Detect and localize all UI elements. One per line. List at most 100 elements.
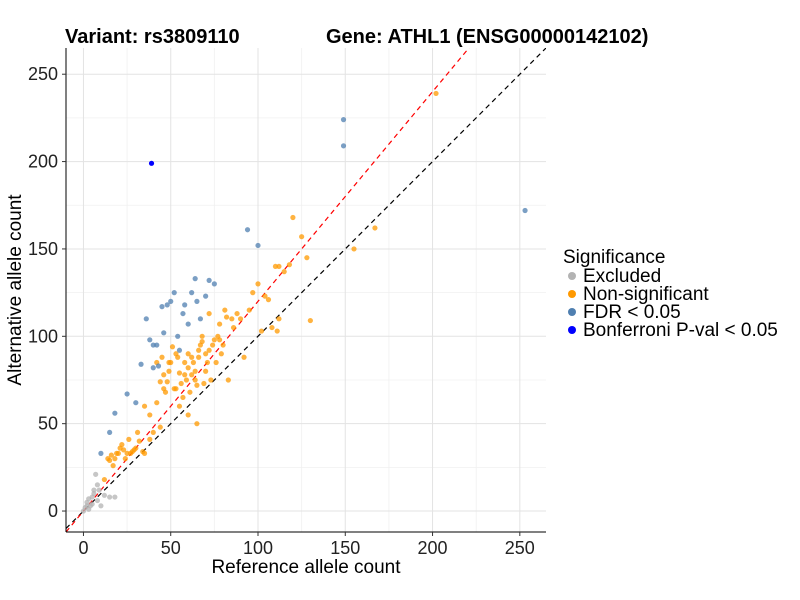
data-point-non-significant	[166, 359, 172, 366]
data-point-excluded	[112, 494, 118, 500]
y-tick-label: 250	[28, 64, 58, 84]
data-point-fdr-0-05	[150, 365, 156, 371]
data-point-fdr-0-05	[192, 276, 198, 282]
data-point-non-significant	[229, 316, 235, 322]
y-axis-title: Alternative allele count	[5, 194, 26, 386]
x-tick-label: 50	[161, 538, 181, 558]
data-point-fdr-0-05	[147, 337, 153, 343]
data-point-fdr-0-05	[150, 342, 156, 348]
data-point-fdr-0-05	[203, 293, 209, 299]
data-point-excluded	[107, 494, 113, 500]
data-point-non-significant	[304, 255, 310, 261]
data-point-non-significant	[150, 429, 156, 436]
data-point-excluded	[84, 503, 90, 509]
legend-label: FDR < 0.05	[583, 302, 681, 323]
data-point-non-significant	[175, 354, 181, 360]
data-point-non-significant	[192, 368, 198, 374]
data-point-non-significant	[222, 307, 228, 313]
data-point-non-significant	[290, 214, 296, 221]
reference-line-red	[66, 48, 470, 532]
data-point-fdr-0-05	[107, 429, 113, 436]
data-point-fdr-0-05	[255, 242, 261, 249]
data-point-excluded	[96, 487, 102, 493]
data-point-non-significant	[173, 386, 179, 392]
data-point-non-significant	[433, 90, 439, 97]
data-point-fdr-0-05	[185, 321, 191, 327]
data-point-non-significant	[147, 436, 153, 442]
data-point-excluded	[101, 492, 107, 498]
legend-key	[568, 272, 576, 280]
data-point-non-significant	[218, 351, 224, 357]
data-point-bonferroni-p-val-0-05	[148, 160, 155, 166]
x-ticks: 0 50 100 150 200 250	[78, 532, 535, 558]
data-point-non-significant	[255, 281, 261, 287]
data-point-non-significant	[299, 234, 305, 240]
data-point-non-significant	[164, 379, 170, 385]
data-point-non-significant	[196, 354, 202, 360]
data-point-non-significant	[122, 456, 128, 462]
data-point-non-significant	[237, 316, 244, 322]
data-point-non-significant	[119, 442, 125, 448]
data-point-fdr-0-05	[194, 298, 200, 304]
legend-label: Bonferroni P-val < 0.05	[583, 320, 778, 341]
y-tick-label: 50	[38, 414, 58, 434]
data-point-fdr-0-05	[182, 302, 188, 308]
data-point-fdr-0-05	[340, 117, 347, 123]
data-point-excluded	[91, 490, 97, 497]
data-point-non-significant	[182, 372, 188, 378]
data-point-non-significant	[213, 359, 219, 366]
data-point-non-significant	[176, 370, 183, 376]
data-point-non-significant	[220, 342, 226, 348]
data-point-fdr-0-05	[189, 290, 195, 296]
data-point-non-significant	[307, 317, 313, 324]
chart-title-gene: Gene: ATHL1 (ENSG00000142102)	[326, 26, 648, 48]
data-point-fdr-0-05	[197, 316, 203, 322]
data-point-non-significant	[250, 290, 256, 296]
data-point-non-significant	[108, 452, 114, 458]
data-point-non-significant	[276, 263, 282, 270]
data-point-non-significant	[161, 372, 167, 378]
data-point-non-significant	[217, 321, 223, 327]
data-point-excluded	[94, 497, 101, 504]
data-point-non-significant	[241, 354, 247, 360]
data-point-fdr-0-05	[143, 316, 149, 322]
data-point-non-significant	[286, 262, 293, 268]
data-point-non-significant	[166, 368, 172, 374]
data-point-non-significant	[187, 389, 193, 395]
y-tick-label: 150	[28, 239, 58, 259]
data-point-non-significant	[189, 372, 195, 378]
legend-key	[568, 326, 576, 334]
data-point-non-significant	[182, 359, 188, 366]
data-point-fdr-0-05	[211, 281, 217, 287]
data-point-non-significant	[208, 377, 214, 383]
data-points	[80, 90, 528, 514]
legend-key	[568, 290, 576, 298]
data-point-non-significant	[351, 246, 357, 252]
data-point-fdr-0-05	[155, 363, 162, 369]
reference-lines	[66, 48, 546, 532]
data-point-non-significant	[196, 347, 202, 353]
data-point-non-significant	[217, 337, 223, 343]
data-point-non-significant	[262, 293, 268, 299]
data-point-non-significant	[115, 450, 121, 456]
legend-label: Excluded	[583, 266, 661, 287]
data-point-excluded	[93, 471, 99, 477]
data-point-non-significant	[110, 463, 116, 469]
data-point-non-significant	[201, 380, 207, 387]
data-point-excluded	[98, 503, 104, 509]
data-point-non-significant	[372, 225, 378, 231]
y-tick-label: 200	[28, 152, 58, 172]
data-point-fdr-0-05	[175, 333, 181, 339]
data-point-fdr-0-05	[180, 310, 186, 317]
data-point-non-significant	[141, 403, 148, 409]
y-tick-label: 100	[28, 326, 58, 346]
y-tick-label: 0	[48, 501, 58, 521]
axes	[65, 48, 546, 533]
data-point-non-significant	[159, 354, 165, 360]
data-point-non-significant	[206, 347, 212, 353]
data-point-fdr-0-05	[176, 347, 183, 353]
data-point-non-significant	[265, 297, 272, 303]
data-point-non-significant	[107, 457, 113, 463]
data-point-non-significant	[234, 310, 240, 317]
data-point-non-significant	[185, 351, 191, 357]
